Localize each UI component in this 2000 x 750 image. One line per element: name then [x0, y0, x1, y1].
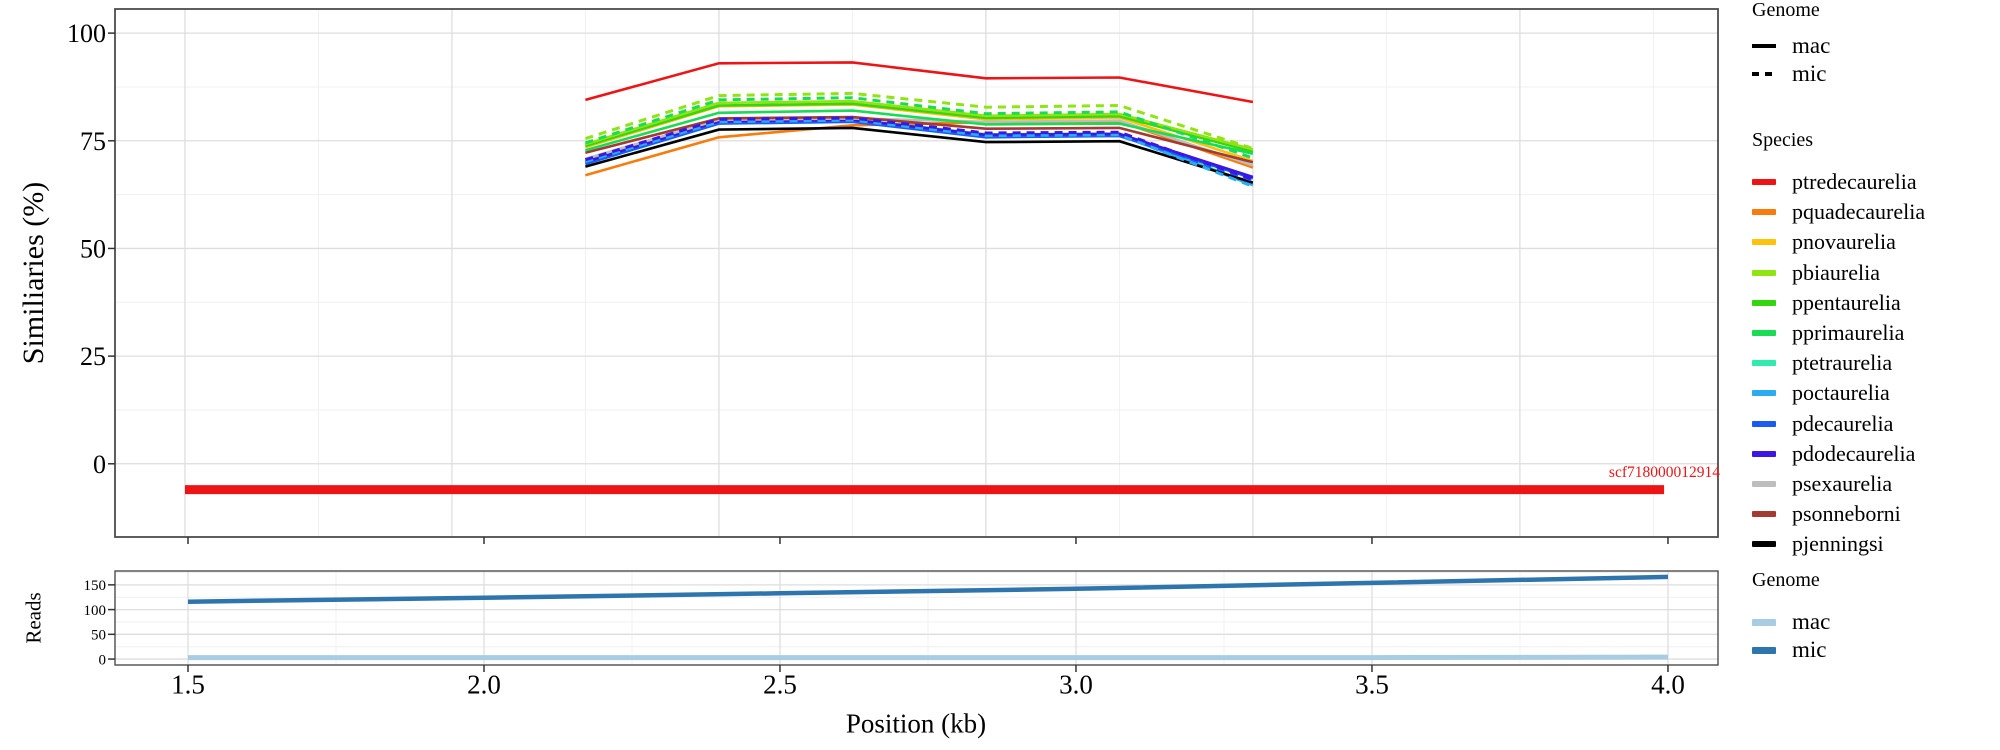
- y-axis-label-similarity: Similiaries (%): [17, 181, 50, 365]
- y-tick-label: 25: [80, 342, 106, 371]
- scaffold-annotation-label: scf718000012914: [1608, 464, 1720, 481]
- series-line-pdodecaurelia-mic: [584, 116, 1254, 181]
- legend-item-poctaurelia: poctaurelia: [1752, 378, 1925, 408]
- legend-label: ppentaurelia: [1792, 289, 1901, 315]
- legend-key-mac: [1752, 44, 1776, 48]
- legend-label: pprimaurelia: [1792, 320, 1905, 346]
- legend-genome-reads: Genome mac mic: [1752, 568, 1830, 664]
- legend-key-psexaurelia: [1752, 480, 1776, 487]
- y-axis-label-reads: Reads: [21, 592, 46, 644]
- legend-key-pjenningsi: [1752, 541, 1776, 548]
- series-line-pprimaurelia-mac: [585, 109, 1254, 155]
- series-line-ppentaurelia-mac: [585, 102, 1254, 153]
- y-tick-label: 50: [91, 628, 106, 644]
- series-line-pjenningsi-mac: [585, 126, 1254, 184]
- legend-title-species: Species: [1752, 129, 1814, 151]
- legend-label: pdecaurelia: [1792, 410, 1894, 436]
- series-line-poctaurelia-mic: [584, 118, 1254, 188]
- legend-item-psonneborni: psonneborni: [1752, 499, 1925, 529]
- series-line-mac: [188, 654, 1669, 661]
- y-tick-label: 50: [80, 235, 106, 264]
- y-tick-label: 0: [93, 450, 106, 479]
- legend-key-poctaurelia: [1752, 390, 1776, 397]
- series-line-psonneborni-mac: [585, 115, 1254, 164]
- legend-item-psexaurelia: psexaurelia: [1752, 469, 1925, 499]
- similarity_panel-background: [115, 9, 1718, 537]
- legend-key-pdodecaurelia: [1752, 450, 1776, 457]
- series-line-pbiaurelia-mic: [584, 91, 1254, 150]
- x-tick-label: 3.0: [1059, 669, 1093, 699]
- legend-item-pdodecaurelia: pdodecaurelia: [1752, 439, 1925, 469]
- legend-item-mic: mic: [1752, 636, 1830, 664]
- x-tick-label: 4.0: [1651, 669, 1685, 699]
- legend-key-pquadecaurelia: [1752, 209, 1776, 216]
- legend-label: pjenningsi: [1792, 531, 1884, 557]
- legend-item-ptetraurelia: ptetraurelia: [1752, 348, 1925, 378]
- y-tick-label: 150: [84, 578, 107, 594]
- reads_panel-group: 0 50 100 150 1.5 2.0 2.5 3.0 3.5 4.0: [84, 570, 1719, 699]
- legend-item-ppentaurelia: ppentaurelia: [1752, 288, 1925, 318]
- scaffold-bar: [184, 485, 1665, 495]
- legend-item-pjenningsi: pjenningsi: [1752, 529, 1925, 559]
- legend-species: Species ptredecaurelia pquadecaurelia pnov…: [1752, 128, 1925, 559]
- legend-item-mac: mac: [1752, 32, 1830, 60]
- legend-key-mac: [1752, 618, 1776, 626]
- legend-genome-linetype: Genome mac mic: [1752, 0, 1830, 88]
- legend-key-pdecaurelia: [1752, 420, 1776, 427]
- legend-label: pnovaurelia: [1792, 229, 1896, 255]
- legend-title-genome-reads: Genome: [1752, 569, 1820, 591]
- legend-items-genome-top: mac mic: [1752, 32, 1830, 88]
- legend-items-species: ptredecaurelia pquadecaurelia pnovaurelia p…: [1752, 167, 1925, 559]
- legend-item-mic: mic: [1752, 60, 1830, 88]
- legend-key-ppentaurelia: [1752, 299, 1776, 306]
- x-tick-label: 1.5: [171, 669, 205, 699]
- y-tick-label: 0: [99, 652, 107, 668]
- legend-label: poctaurelia: [1792, 380, 1890, 406]
- y-tick-label: 100: [84, 603, 107, 619]
- series-line-ptredecaurelia-mac: [585, 61, 1254, 104]
- legend-key-ptetraurelia: [1752, 360, 1776, 367]
- legend-key-pprimaurelia: [1752, 330, 1776, 337]
- legend-label: pquadecaurelia: [1792, 199, 1926, 225]
- legend-key-pnovaurelia: [1752, 239, 1776, 246]
- legend-key-mic: [1752, 72, 1776, 76]
- legend-label: mic: [1792, 61, 1827, 86]
- legend-label: mac: [1792, 609, 1831, 634]
- legend-item-ptredecaurelia: ptredecaurelia: [1752, 167, 1925, 197]
- legend-item-pprimaurelia: pprimaurelia: [1752, 318, 1925, 348]
- similarity_panel-group: 0 25 50 75 100: [67, 8, 1719, 544]
- y-tick-label: 75: [80, 127, 106, 156]
- legend-label: ptetraurelia: [1792, 350, 1893, 376]
- legend-label: mic: [1792, 637, 1827, 662]
- legend-item-pdecaurelia: pdecaurelia: [1752, 409, 1925, 439]
- legend-item-pbiaurelia: pbiaurelia: [1752, 258, 1925, 288]
- legend-key-pbiaurelia: [1752, 269, 1776, 276]
- legend-key-ptredecaurelia: [1752, 179, 1776, 186]
- series-line-mic: [187, 574, 1669, 604]
- legend-title-genome: Genome: [1752, 0, 1820, 21]
- legend-key-psonneborni: [1752, 511, 1776, 518]
- legend-item-pquadecaurelia: pquadecaurelia: [1752, 197, 1925, 227]
- x-tick-label: 2.5: [763, 669, 797, 699]
- series-line-pprimaurelia-mic: [584, 96, 1254, 160]
- x-tick-label: 3.5: [1355, 669, 1389, 699]
- legend-label: psonneborni: [1792, 501, 1901, 527]
- reads_panel-background: [115, 571, 1718, 665]
- legend-label: pbiaurelia: [1792, 259, 1880, 285]
- legend-label: ptredecaurelia: [1792, 169, 1917, 195]
- legend-item-mac: mac: [1752, 608, 1830, 636]
- legend-label: psexaurelia: [1792, 470, 1893, 496]
- legend-label: pdodecaurelia: [1792, 440, 1916, 466]
- similarity_panel-border: [114, 8, 1719, 538]
- legend-key-mic: [1752, 646, 1776, 654]
- x-tick-label: 2.0: [467, 669, 501, 699]
- y-tick-label: 100: [67, 19, 106, 48]
- legend-items-genome-bottom: mac mic: [1752, 608, 1830, 664]
- x-axis-label: Position (kb): [845, 708, 987, 739]
- reads_panel-border: [114, 570, 1719, 666]
- legend-item-pnovaurelia: pnovaurelia: [1752, 227, 1925, 257]
- legend-label: mac: [1792, 33, 1831, 58]
